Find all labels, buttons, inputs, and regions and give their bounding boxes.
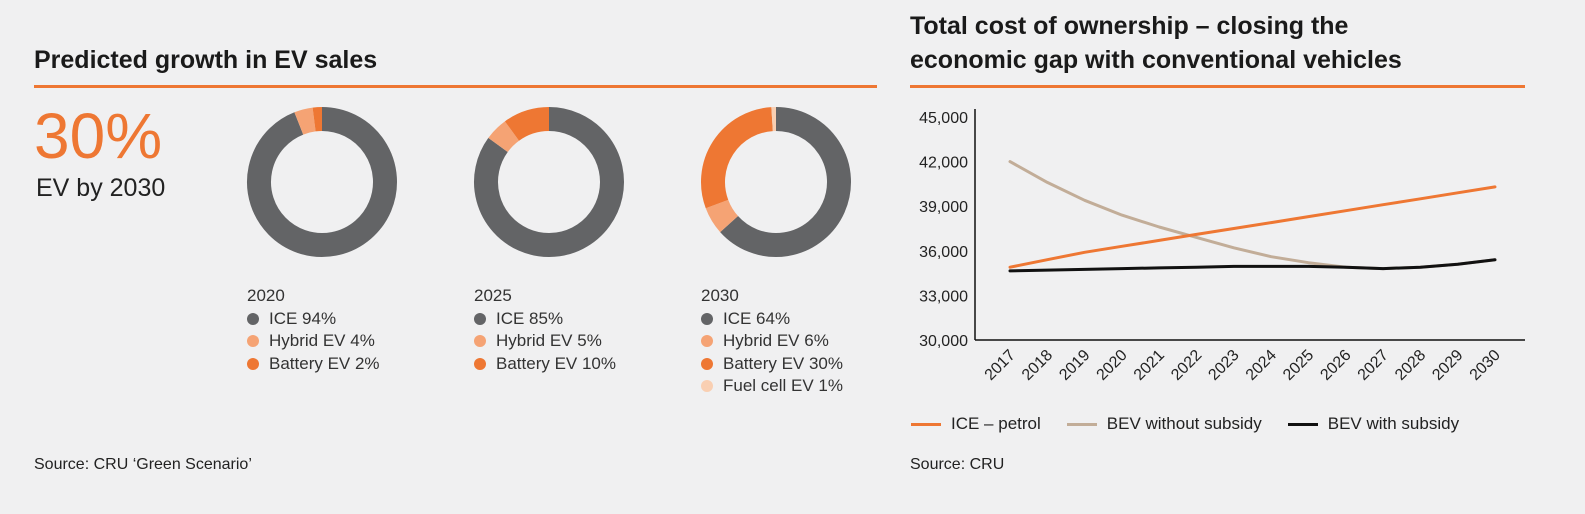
x-tick-label: 2021	[1131, 347, 1168, 384]
series-line-bev-with-subsidy	[1008, 258, 1497, 273]
y-tick-label: 30,000	[919, 333, 968, 350]
line-legend-swatch	[1066, 422, 1097, 426]
donut-slice-hybrid-ev	[488, 121, 520, 153]
legend-dot	[247, 357, 259, 370]
x-tick-label: 2023	[1205, 347, 1242, 384]
legend-dot	[701, 312, 713, 325]
legend-label: Hybrid EV 5%	[496, 331, 602, 350]
legend-label: Battery EV 2%	[269, 353, 380, 373]
x-tick-label: 2026	[1317, 347, 1354, 384]
legend-item: ICE 94%	[247, 308, 380, 331]
legend-label: ICE 94%	[269, 308, 337, 328]
x-tick-label: 2018	[1019, 347, 1056, 384]
legend-label: Hybrid EV 4%	[269, 331, 375, 350]
legend-dot	[474, 335, 486, 348]
series-line-ice-petrol	[1008, 185, 1497, 269]
right-panel-title-line2: economic gap with conventional vehicles	[910, 46, 1402, 74]
donut-slice-battery-ev	[504, 107, 550, 142]
donut-chart-2030	[701, 107, 851, 257]
donut-chart-2025	[474, 107, 624, 257]
donut-legend-2020: 2020 ICE 94% Hybrid EV 4% Battery EV 2%	[247, 285, 380, 375]
line-legend-label: BEV without subsidy	[1106, 414, 1262, 433]
legend-item: Hybrid EV 6%	[701, 330, 843, 353]
x-tick-label: 2029	[1429, 347, 1466, 384]
left-title-rule	[34, 85, 877, 88]
headline-value: 30%	[34, 100, 163, 172]
x-tick-label: 2025	[1280, 347, 1317, 384]
legend-dot	[247, 312, 259, 325]
headline-label: EV by 2030	[36, 174, 166, 202]
line-legend-swatch	[1287, 422, 1318, 426]
legend-label: Battery EV 10%	[496, 353, 617, 373]
x-tick-label: 2027	[1355, 347, 1392, 384]
legend-label: Battery EV 30%	[723, 353, 844, 373]
donut-slice-battery-ev	[701, 107, 774, 209]
x-tick-label: 2020	[1094, 347, 1131, 384]
right-panel-title-line1: Total cost of ownership – closing the	[910, 12, 1349, 40]
line-legend-swatch	[911, 422, 941, 426]
legend-dot	[247, 335, 259, 348]
right-title-rule	[910, 85, 1525, 88]
y-tick-label: 45,000	[919, 110, 968, 127]
line-legend-item: ICE – petrol	[911, 414, 1041, 434]
x-tick-label: 2022	[1168, 347, 1205, 384]
x-tick-label: 2019	[1056, 347, 1093, 384]
legend-label: ICE 85%	[496, 308, 564, 328]
donut-slice-ice	[247, 107, 397, 257]
legend-dot	[474, 357, 486, 370]
legend-label: Hybrid EV 6%	[723, 331, 829, 350]
legend-dot	[701, 335, 713, 348]
tco-line-chart: 30,000 33,000 36,000 39,000 42,000 45,000 2017…	[919, 109, 1525, 384]
legend-item: Hybrid EV 4%	[247, 330, 380, 353]
legend-dot	[701, 357, 713, 370]
donut-slice-hybrid-ev	[294, 107, 316, 135]
legend-item: Battery EV 2%	[247, 353, 380, 376]
legend-dot	[474, 312, 486, 325]
legend-item: Battery EV 10%	[474, 353, 616, 376]
right-source: Source: CRU	[910, 456, 1005, 473]
legend-label: ICE 64%	[723, 308, 791, 328]
y-tick-label: 33,000	[919, 288, 968, 305]
left-source: Source: CRU ‘Green Scenario’	[34, 456, 252, 473]
line-legend-item: BEV without subsidy	[1066, 414, 1262, 434]
y-tick-label: 36,000	[919, 244, 968, 261]
line-legend-label: BEV with subsidy	[1327, 414, 1460, 433]
legend-year: 2020	[247, 286, 285, 305]
donut-chart-2020	[247, 107, 397, 257]
line-legend-label: ICE – petrol	[951, 414, 1041, 433]
line-chart-legend: ICE – petrol BEV without subsidy BEV with …	[911, 414, 1485, 434]
donut-legend-2030: 2030 ICE 64% Hybrid EV 6% Battery EV 30% Fue…	[701, 285, 843, 398]
legend-item: Battery EV 30%	[701, 353, 843, 376]
legend-year: 2025	[474, 286, 512, 305]
legend-item: ICE 85%	[474, 308, 616, 331]
y-tick-label: 42,000	[919, 155, 968, 172]
x-tick-label: 2030	[1467, 347, 1504, 384]
legend-item: Fuel cell EV 1%	[701, 375, 843, 398]
left-panel-title: Predicted growth in EV sales	[34, 46, 378, 74]
x-tick-label: 2024	[1243, 347, 1280, 384]
donut-slice-hybrid-ev	[705, 199, 739, 233]
x-tick-label: 2028	[1392, 347, 1429, 384]
donut-slice-ice	[720, 107, 851, 257]
legend-label: Fuel cell EV 1%	[723, 376, 843, 395]
x-tick-label: 2017	[982, 347, 1019, 384]
legend-item: Hybrid EV 5%	[474, 330, 616, 353]
legend-dot	[701, 380, 713, 393]
legend-item: ICE 64%	[701, 308, 843, 331]
donut-legend-2025: 2025 ICE 85% Hybrid EV 5% Battery EV 10%	[474, 285, 616, 375]
donut-slice-ice	[474, 107, 624, 257]
y-tick-label: 39,000	[919, 199, 968, 216]
legend-year: 2030	[701, 286, 739, 305]
line-legend-item: BEV with subsidy	[1287, 414, 1460, 434]
